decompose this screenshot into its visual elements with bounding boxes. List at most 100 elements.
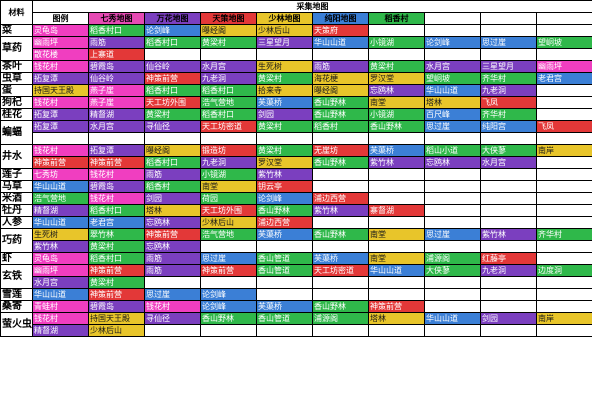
location-cell[interactable] <box>312 276 369 289</box>
location-cell[interactable] <box>480 288 537 301</box>
location-cell[interactable]: 华山山道 <box>32 216 89 229</box>
location-cell[interactable] <box>480 216 537 229</box>
location-cell[interactable]: 南岸 <box>536 312 592 325</box>
location-cell[interactable] <box>256 276 313 289</box>
location-cell[interactable]: 钱花村 <box>144 300 201 313</box>
location-cell[interactable]: 拾来寺 <box>256 84 313 97</box>
location-cell[interactable] <box>424 216 481 229</box>
material-name-cell[interactable]: 人参 <box>0 216 33 229</box>
location-cell[interactable] <box>312 324 369 337</box>
location-cell[interactable]: 华山山道 <box>312 36 369 49</box>
location-cell[interactable]: 塔林 <box>424 96 481 109</box>
location-cell[interactable] <box>536 132 592 145</box>
location-cell[interactable] <box>256 288 313 301</box>
location-cell[interactable] <box>536 276 592 289</box>
location-cell[interactable] <box>480 132 537 145</box>
material-name-cell[interactable]: 雪莲 <box>0 288 33 301</box>
material-name-cell[interactable]: 菜 <box>0 24 33 37</box>
location-cell[interactable] <box>536 168 592 181</box>
location-cell[interactable]: 思过崖 <box>200 252 257 265</box>
location-cell[interactable]: 稻香村口 <box>88 252 145 265</box>
material-name-cell[interactable]: 牡丹 <box>0 204 33 217</box>
location-cell[interactable]: 剑园 <box>144 192 201 205</box>
location-cell[interactable]: 七秀坊 <box>32 168 89 181</box>
location-cell[interactable]: 少林后山 <box>88 324 145 337</box>
location-cell[interactable]: 翠竹林 <box>88 228 145 241</box>
location-cell[interactable]: 天工坊密道 <box>312 264 369 277</box>
location-cell[interactable]: 钱花村 <box>32 96 89 109</box>
location-cell[interactable]: 碧霞岛 <box>88 300 145 313</box>
location-cell[interactable]: 齐华村 <box>480 72 537 85</box>
location-cell[interactable]: 黄梁村 <box>256 72 313 85</box>
location-cell[interactable]: 紫竹林 <box>312 204 369 217</box>
location-cell[interactable]: 稻香村 <box>312 120 369 133</box>
location-cell[interactable]: 拓复潭 <box>32 108 89 121</box>
location-cell[interactable]: 三星望月 <box>480 60 537 73</box>
location-cell[interactable]: 雨筋 <box>144 168 201 181</box>
location-cell[interactable] <box>424 168 481 181</box>
location-cell[interactable]: 曝经阁 <box>312 84 369 97</box>
location-cell[interactable] <box>368 24 425 37</box>
location-cell[interactable] <box>536 180 592 193</box>
location-cell[interactable]: 青蛙村 <box>32 300 89 313</box>
location-cell[interactable] <box>536 48 592 61</box>
location-cell[interactable] <box>536 324 592 337</box>
location-cell[interactable]: 锻造坊 <box>200 144 257 157</box>
location-cell[interactable]: 紫竹林 <box>480 228 537 241</box>
material-name-cell[interactable]: 桑寄 <box>0 300 33 313</box>
location-cell[interactable]: 水月宫 <box>424 60 481 73</box>
location-cell[interactable]: 小镜湖 <box>368 108 425 121</box>
location-cell[interactable]: 论剑峰 <box>200 300 257 313</box>
location-cell[interactable]: 齐华村 <box>480 108 537 121</box>
location-cell[interactable] <box>144 48 201 61</box>
location-cell[interactable]: 香山野林 <box>312 300 369 313</box>
location-cell[interactable]: 黄梁村 <box>88 240 145 253</box>
location-cell[interactable]: 小镜湖 <box>200 168 257 181</box>
location-cell[interactable]: 雨筋 <box>144 264 201 277</box>
location-cell[interactable]: 无崖坊 <box>312 144 369 157</box>
location-cell[interactable]: 燕子崖 <box>88 84 145 97</box>
location-cell[interactable]: 寻仙径 <box>144 312 201 325</box>
location-cell[interactable]: 浦源阁 <box>424 252 481 265</box>
location-cell[interactable]: 忘鸥林 <box>368 84 425 97</box>
location-cell[interactable]: 散花楼 <box>32 48 89 61</box>
location-cell[interactable]: 芙蕖桥 <box>256 96 313 109</box>
location-cell[interactable]: 华山山道 <box>424 84 481 97</box>
material-name-cell[interactable]: 巧药 <box>0 228 33 253</box>
material-name-cell[interactable]: 蝙蝠 <box>0 120 33 145</box>
location-cell[interactable] <box>312 48 369 61</box>
location-cell[interactable] <box>536 240 592 253</box>
location-cell[interactable]: 华山山道 <box>424 312 481 325</box>
location-cell[interactable]: 思过崖 <box>424 120 481 133</box>
location-cell[interactable]: 神策前营 <box>32 156 89 169</box>
location-cell[interactable]: 荷园 <box>200 192 257 205</box>
location-cell[interactable]: 天工坊外围 <box>144 96 201 109</box>
location-cell[interactable] <box>480 24 537 37</box>
location-cell[interactable]: 海花梗 <box>312 72 369 85</box>
location-cell[interactable] <box>536 84 592 97</box>
location-cell[interactable]: 神策前营 <box>88 288 145 301</box>
location-cell[interactable] <box>200 48 257 61</box>
legend-empty-cell[interactable] <box>424 12 481 25</box>
material-name-cell[interactable]: 莲子 <box>0 168 33 181</box>
location-cell[interactable]: 芙蕖桥 <box>256 228 313 241</box>
location-cell[interactable]: 寻仙径 <box>144 120 201 133</box>
location-cell[interactable]: 大侠蓼 <box>480 144 537 157</box>
location-cell[interactable]: 剑园 <box>480 312 537 325</box>
location-cell[interactable]: 思过崖 <box>144 288 201 301</box>
location-cell[interactable]: 稻香村口 <box>88 204 145 217</box>
location-cell[interactable]: 稻香村口 <box>144 36 201 49</box>
location-cell[interactable]: 拓复潭 <box>88 144 145 157</box>
location-cell[interactable]: 黄梁村 <box>256 144 313 157</box>
material-name-cell[interactable]: 草药 <box>0 36 33 61</box>
material-name-cell[interactable]: 井水 <box>0 144 33 169</box>
location-cell[interactable]: 碧霞岛 <box>88 180 145 193</box>
location-cell[interactable]: 雨筋 <box>88 36 145 49</box>
location-cell[interactable] <box>144 276 201 289</box>
location-cell[interactable]: 稻山小道 <box>424 144 481 157</box>
location-cell[interactable] <box>480 240 537 253</box>
location-cell[interactable]: 紫竹林 <box>256 168 313 181</box>
location-cell[interactable]: 上寨道 <box>88 48 145 61</box>
location-cell[interactable] <box>424 24 481 37</box>
location-cell[interactable]: 思过崖 <box>424 228 481 241</box>
